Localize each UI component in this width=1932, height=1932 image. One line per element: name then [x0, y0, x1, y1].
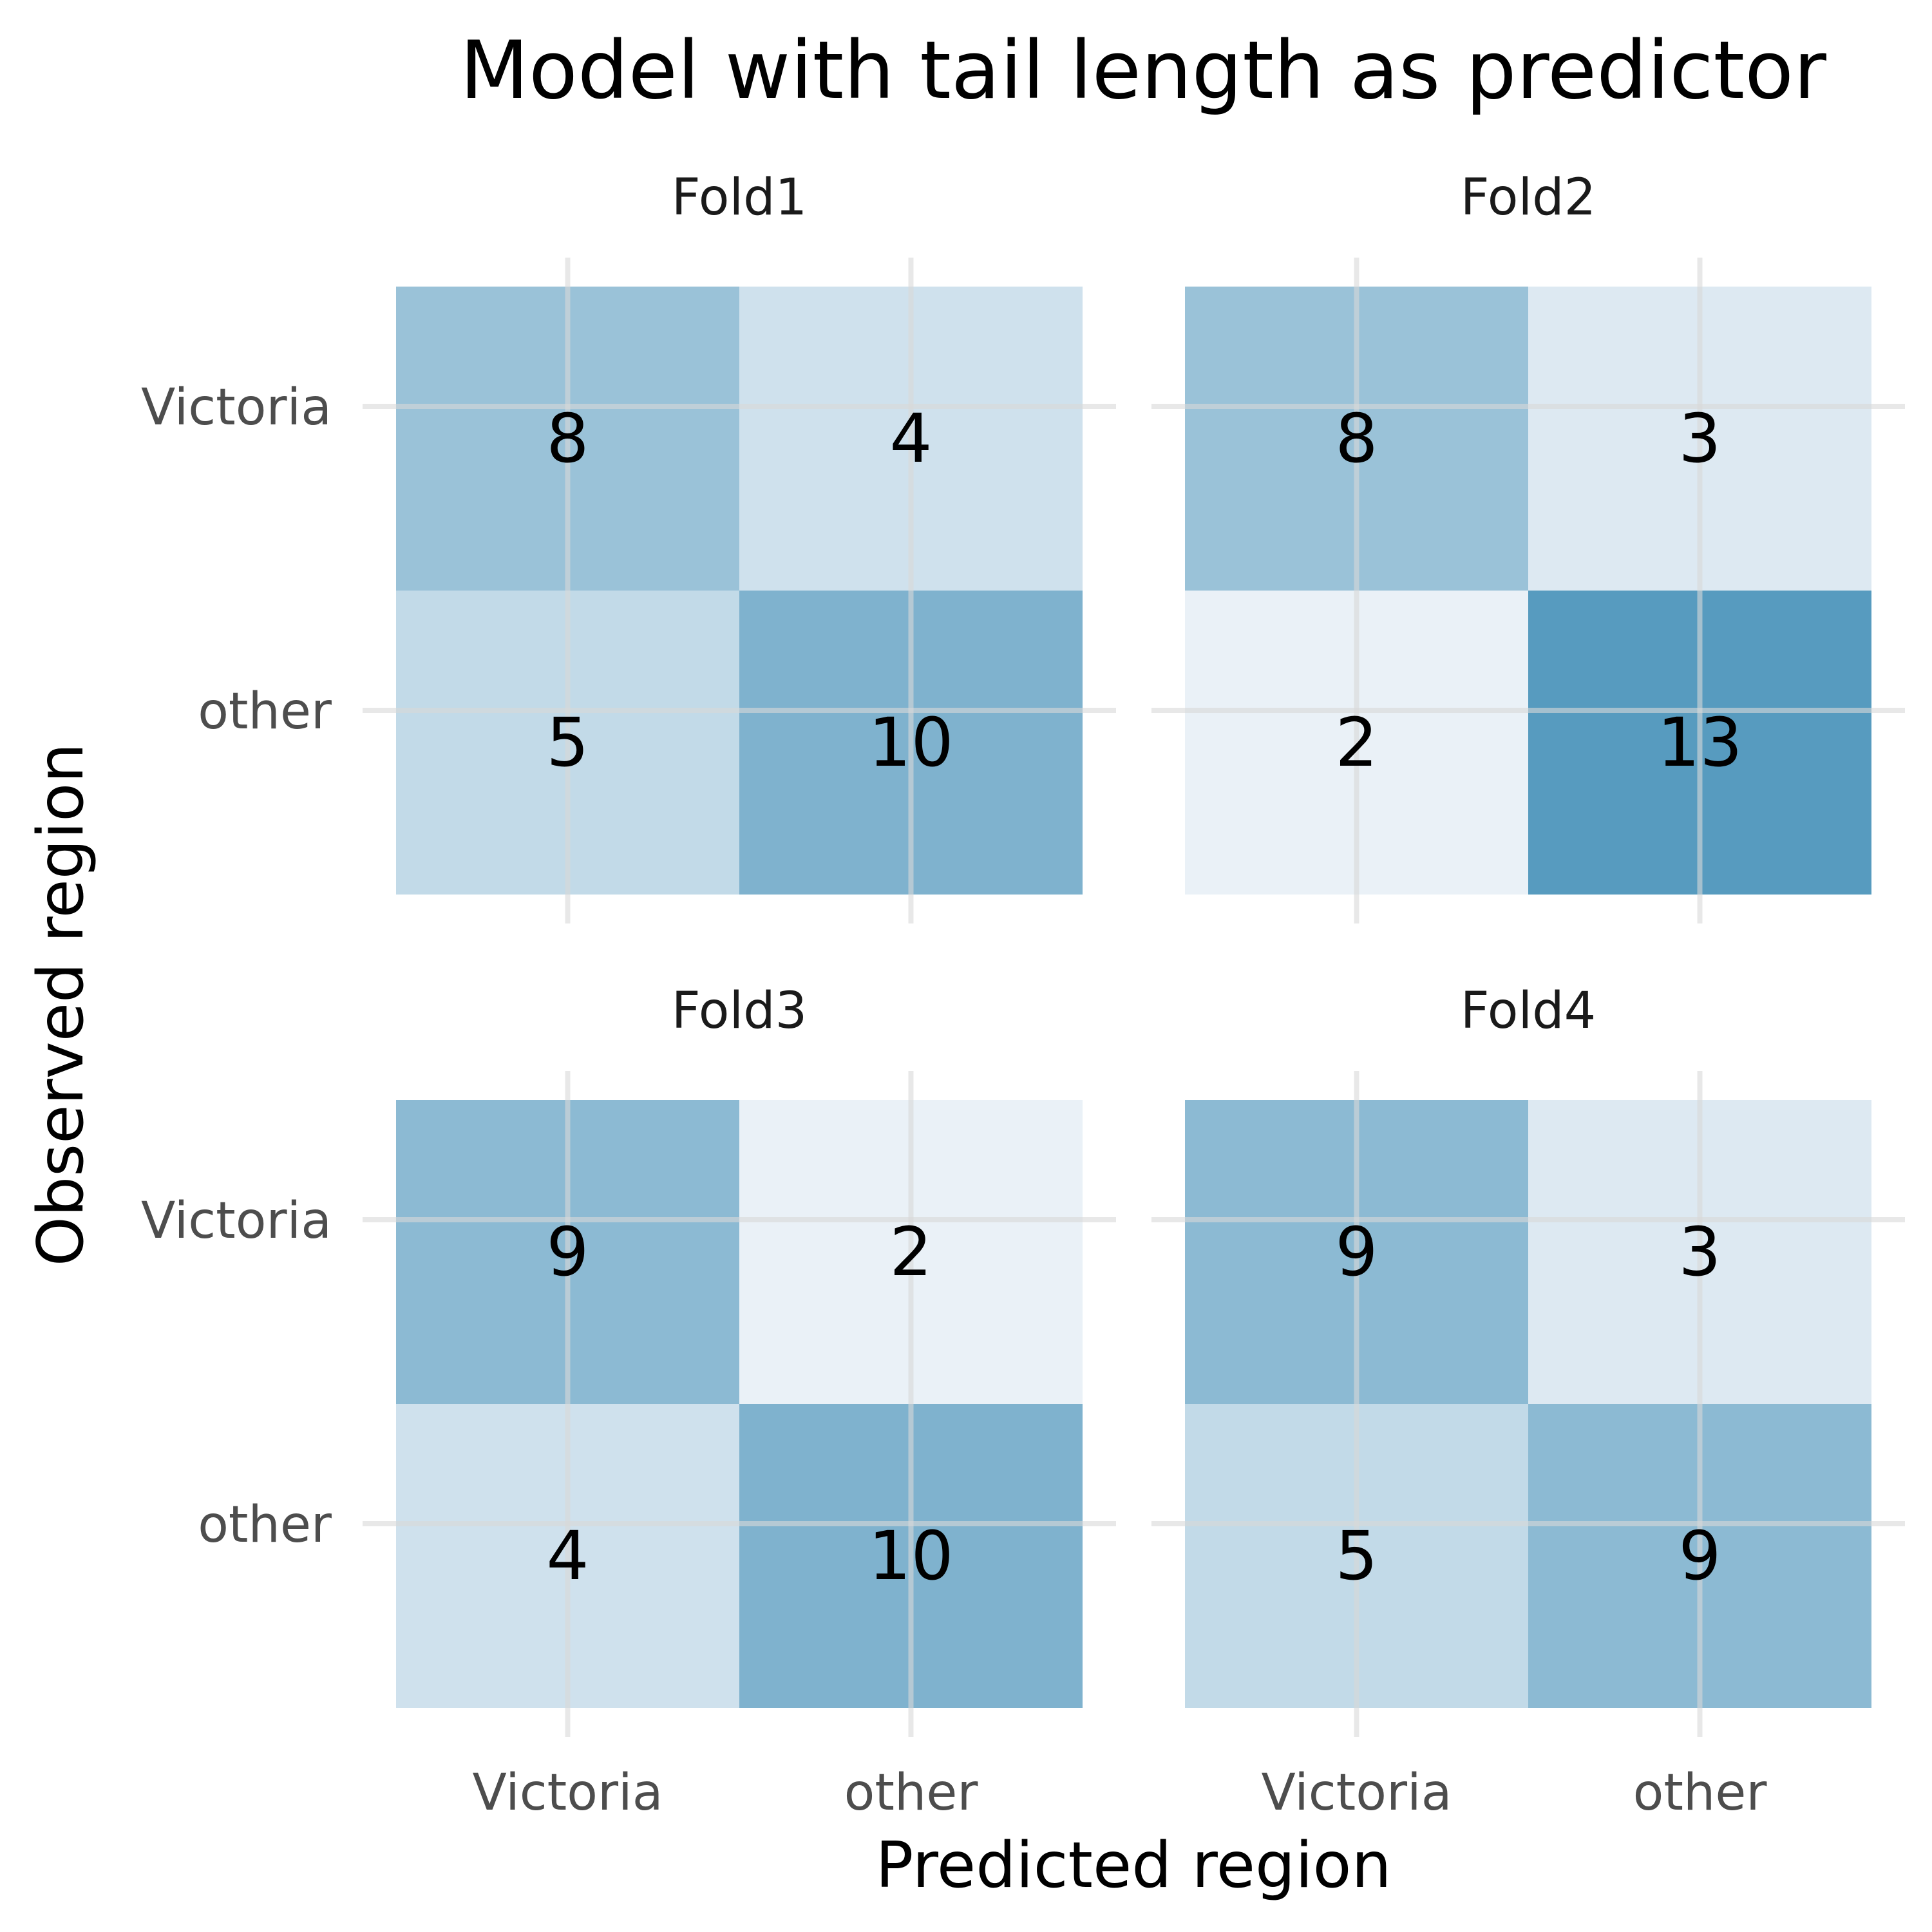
panel-fold1: Fold1 8 4 5 10 Victoria other: [141, 169, 1116, 923]
cell-value-label: 5: [546, 703, 589, 782]
panel-fold4: Fold4 9 3 5 9 Victoria other: [1151, 982, 1905, 1822]
cell-value-label: 9: [1678, 1517, 1721, 1595]
cell-value-label: 3: [1678, 399, 1721, 478]
cell-value-label: 8: [1335, 399, 1378, 478]
cell-value-label: 9: [546, 1213, 589, 1291]
panel-strip-label: Fold1: [672, 169, 808, 227]
x-tick-label: other: [1633, 1764, 1768, 1822]
cell-value-label: 9: [1335, 1213, 1378, 1291]
cell-value-label: 4: [546, 1517, 589, 1595]
cell-value-label: 2: [889, 1213, 932, 1291]
y-tick-label: other: [198, 683, 332, 741]
y-tick-label: Victoria: [141, 379, 332, 437]
cell-value-label: 2: [1335, 703, 1378, 782]
cell-value-label: 10: [868, 1517, 953, 1595]
panel-strip-label: Fold3: [672, 982, 808, 1040]
y-tick-label: Victoria: [141, 1192, 332, 1250]
panel-fold3: Fold3 9 2 4 10 Victoria other Victoria other: [141, 982, 1116, 1822]
x-tick-label: Victoria: [1261, 1764, 1452, 1822]
cell-value-label: 13: [1657, 703, 1742, 782]
facet-panels: Fold1 8 4 5 10 Victoria other Fold2 8 3 2 13 Fold3 9 2…: [141, 169, 1905, 1822]
chart-title: Model with tail length as predictor: [460, 24, 1826, 117]
cell-value-label: 8: [546, 399, 589, 478]
panel-strip-label: Fold4: [1461, 982, 1596, 1040]
cell-value-label: 4: [889, 399, 932, 478]
y-axis-label: Observed region: [24, 743, 98, 1267]
x-axis-label: Predicted region: [875, 1829, 1391, 1902]
x-tick-label: Victoria: [472, 1764, 663, 1822]
cell-value-label: 10: [868, 703, 953, 782]
cell-value-label: 3: [1678, 1213, 1721, 1291]
cell-value-label: 5: [1335, 1517, 1378, 1595]
panel-fold2: Fold2 8 3 2 13: [1151, 169, 1905, 923]
panel-strip-label: Fold2: [1461, 169, 1596, 227]
y-tick-label: other: [198, 1496, 332, 1554]
x-tick-label: other: [844, 1764, 979, 1822]
